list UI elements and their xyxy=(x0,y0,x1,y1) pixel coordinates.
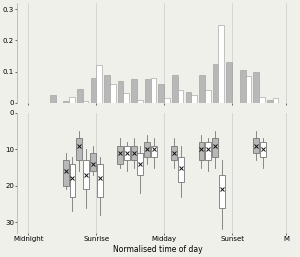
Bar xyxy=(91,78,96,103)
Bar xyxy=(124,146,130,160)
Bar xyxy=(123,93,129,103)
Bar xyxy=(253,139,259,153)
Bar xyxy=(110,84,116,103)
Bar xyxy=(199,75,205,103)
Bar xyxy=(213,64,218,103)
Bar xyxy=(137,153,143,175)
Bar xyxy=(246,76,251,103)
Bar xyxy=(205,90,211,103)
Bar xyxy=(63,101,69,103)
Bar xyxy=(212,139,218,157)
X-axis label: Normalised time of day: Normalised time of day xyxy=(112,245,202,254)
Bar xyxy=(97,164,103,197)
Bar xyxy=(118,81,123,103)
Bar xyxy=(90,153,96,171)
Bar xyxy=(158,84,164,103)
Bar xyxy=(171,146,177,160)
Bar xyxy=(172,75,178,103)
Bar xyxy=(130,146,136,160)
Bar xyxy=(219,175,225,207)
Bar xyxy=(83,101,88,103)
Bar xyxy=(144,142,150,157)
Bar xyxy=(70,164,76,197)
Bar xyxy=(145,79,151,103)
Bar xyxy=(273,98,278,103)
Bar xyxy=(50,95,56,103)
Bar xyxy=(178,157,184,182)
Bar xyxy=(191,95,197,103)
Bar xyxy=(83,160,89,189)
Bar xyxy=(254,71,259,103)
Bar xyxy=(186,92,191,103)
Bar xyxy=(178,90,183,103)
Bar xyxy=(164,98,170,103)
Bar xyxy=(76,139,82,160)
Bar xyxy=(117,146,123,164)
Bar xyxy=(151,78,156,103)
Bar xyxy=(226,62,232,103)
Bar xyxy=(131,79,137,103)
Bar xyxy=(104,75,110,103)
Bar xyxy=(260,142,266,157)
Bar xyxy=(205,142,211,160)
Bar xyxy=(96,65,102,103)
Bar xyxy=(240,70,246,103)
Bar xyxy=(267,100,273,103)
Bar xyxy=(137,100,143,103)
Bar xyxy=(63,160,69,186)
Bar xyxy=(151,146,157,157)
Bar xyxy=(199,142,205,160)
Bar xyxy=(259,97,265,103)
Bar xyxy=(218,25,224,103)
Bar xyxy=(77,89,83,103)
Bar xyxy=(69,97,75,103)
